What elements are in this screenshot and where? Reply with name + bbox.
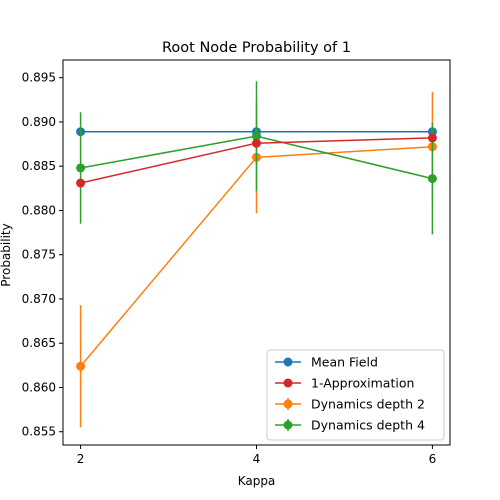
- chart-title: Root Node Probability of 1: [162, 40, 351, 56]
- x-axis-label: Kappa: [238, 474, 276, 488]
- data-point: [252, 131, 261, 141]
- y-tick-label: 0.890: [22, 115, 56, 129]
- y-tick-label: 0.865: [22, 336, 56, 350]
- series-dynamics-depth-4: [76, 81, 437, 235]
- legend-item: Mean Field: [275, 355, 378, 370]
- legend-marker: [283, 399, 293, 409]
- legend-item: Dynamics depth 2: [275, 397, 425, 412]
- x-tick-label: 4: [253, 452, 261, 466]
- legend-item: Dynamics depth 4: [275, 418, 425, 433]
- data-point: [76, 361, 86, 371]
- data-point: [76, 163, 86, 173]
- legend-marker: [283, 420, 293, 430]
- legend-label: Dynamics depth 2: [311, 397, 425, 412]
- x-tick-label: 2: [77, 452, 85, 466]
- legend: Mean Field 1-Approximation Dynamics depth …: [266, 349, 445, 441]
- legend-box: [266, 349, 445, 441]
- y-tick-label: 0.855: [22, 425, 56, 439]
- data-point: [427, 174, 437, 184]
- x-tick-label: 6: [429, 452, 437, 466]
- series-1-approximation: [76, 133, 437, 188]
- y-axis-label: Probability: [0, 223, 13, 286]
- legend-label: Mean Field: [311, 355, 378, 370]
- y-tick-label: 0.860: [22, 380, 56, 394]
- data-point: [76, 178, 86, 188]
- data-point: [427, 133, 437, 143]
- y-tick-label: 0.875: [22, 248, 56, 262]
- y-tick-label: 0.880: [22, 203, 56, 217]
- legend-item: 1-Approximation: [275, 376, 414, 391]
- y-tick-label: 0.870: [22, 292, 56, 306]
- legend-label: Dynamics depth 4: [311, 418, 425, 433]
- legend-marker: [283, 378, 293, 388]
- legend-marker: [283, 357, 293, 367]
- data-point: [252, 138, 261, 148]
- y-tick-label: 0.885: [22, 159, 56, 173]
- y-tick-label: 0.895: [22, 71, 56, 85]
- legend-label: 1-Approximation: [311, 376, 414, 391]
- plot-area: 2 4 6 0.855 0.860 0.865 0.870 0.875 0.880 0.885 0.…: [22, 59, 451, 466]
